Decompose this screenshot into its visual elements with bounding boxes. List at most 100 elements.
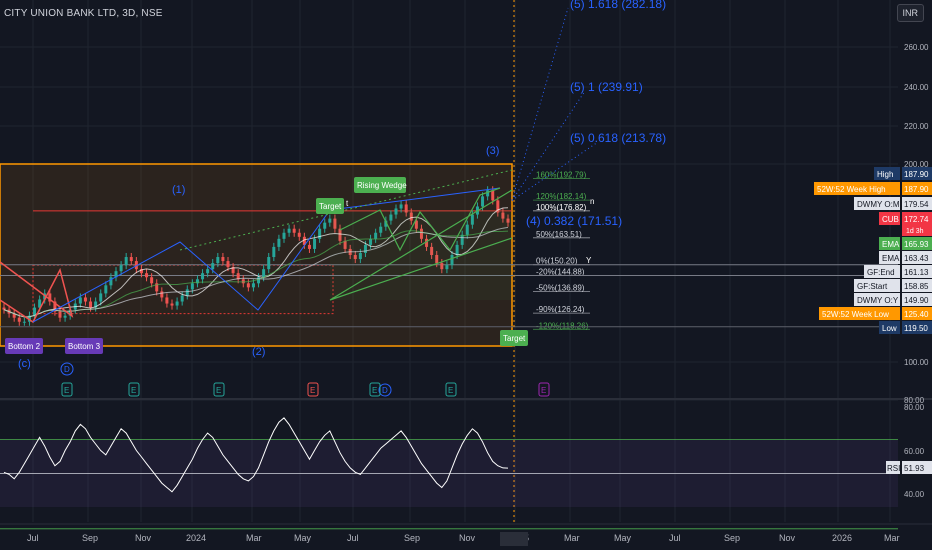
candle-body [99, 293, 103, 302]
candle-body [384, 220, 388, 227]
candle-body [328, 218, 332, 223]
candle-body [430, 246, 434, 255]
candle-body [313, 238, 317, 249]
annotation-badge [65, 338, 103, 354]
annotation-badge [5, 338, 43, 354]
badge-value-bg [902, 167, 932, 180]
candle-body [180, 295, 184, 302]
currency-button[interactable]: INR [896, 4, 924, 22]
candle-body [465, 224, 469, 235]
candle-body [435, 255, 439, 264]
candle-body [226, 261, 230, 268]
candle-body [445, 265, 449, 270]
candle-body [109, 277, 113, 286]
rsi-axis-tick: 60.00 [904, 447, 925, 456]
event-marker-label: E [541, 386, 546, 395]
badge-value: 119.50 [904, 324, 928, 333]
badge-label-bg [819, 307, 900, 320]
price-axis-tick: 240.00 [904, 83, 929, 92]
badge-label: 52W:52 Week High [817, 185, 886, 194]
rsi-badge-label: RSI [887, 464, 900, 473]
candle-body [221, 257, 225, 262]
event-marker [128, 382, 140, 397]
time-axis-tick: May [294, 533, 312, 543]
badge-value-bg [902, 279, 932, 292]
candle-body [175, 301, 179, 306]
fib-level-label: 120%(182.14) [536, 192, 587, 201]
badge-label: EMA [882, 240, 900, 249]
rsi-badge-value-bg [902, 461, 932, 474]
candle-body [307, 244, 311, 249]
candle-body [216, 257, 220, 264]
annotation-label: Target [319, 202, 342, 211]
badge-label: CUB [882, 215, 899, 224]
time-axis-tick: Mar [564, 533, 580, 543]
candle-body [363, 244, 367, 253]
badge-label-bg [814, 182, 900, 195]
candle-body [287, 228, 291, 233]
candle-body [17, 317, 21, 322]
candle-body [262, 269, 266, 278]
time-axis-tick: May [614, 533, 632, 543]
event-marker-label: E [310, 386, 315, 395]
moving-average-line [3, 226, 509, 318]
candle-body [27, 315, 31, 322]
candle-body [369, 238, 373, 245]
rsi-axis-tick: 40.00 [904, 490, 925, 499]
fib-level-label: 100%(176.82) [536, 203, 587, 212]
badge-label-bg [879, 321, 900, 334]
badge-value-bg [902, 307, 932, 320]
price-axis-tick: 220.00 [904, 122, 929, 131]
candle-body [68, 309, 72, 316]
badge-value: 149.90 [904, 296, 929, 305]
candle-body [358, 252, 362, 260]
badge-label-bg [879, 251, 900, 264]
badge-extra-bg [902, 225, 932, 236]
wedge-fill [330, 210, 512, 300]
candle-body [267, 257, 271, 270]
badge-label-bg [879, 237, 900, 250]
candle-body [190, 283, 194, 290]
fib-level-label: -50%(136.89) [536, 284, 585, 293]
rsi-line [3, 417, 509, 493]
candle-body [170, 303, 174, 306]
candle-body [460, 234, 464, 245]
wave-d-circle [378, 383, 392, 397]
badge-value-bg [902, 182, 932, 195]
projection-label: (5) 1 (239.91) [570, 80, 643, 94]
candle-body [409, 212, 413, 221]
extra-letter: n [590, 197, 594, 206]
projection-label: (5) 0.618 (213.78) [570, 131, 666, 145]
candle-body [150, 277, 154, 284]
badge-label: EMA [882, 254, 900, 263]
badge-value-bg [902, 237, 932, 250]
price-axis-tick: 260.00 [904, 43, 929, 52]
event-marker [61, 382, 73, 397]
projection-label: (5) 1.618 (282.18) [570, 0, 666, 11]
candle-body [114, 271, 118, 278]
candle-body [404, 204, 408, 213]
red-zigzag [0, 261, 74, 324]
candle-body [501, 212, 505, 219]
badge-label: GF:End [867, 268, 895, 277]
rising-wedge [329, 187, 513, 301]
rsi-badge-label-bg [886, 461, 900, 474]
price-axis-tick: 80.00 [904, 396, 925, 405]
candle-body [246, 283, 250, 288]
candle-body [481, 196, 485, 207]
candle-body [155, 283, 159, 292]
time-axis-tick: Mar [884, 533, 900, 543]
candle-body [272, 246, 276, 258]
badge-value: 163.43 [904, 254, 929, 263]
fib-level-label: 50%(163.51) [536, 230, 582, 239]
rsi-badge-value: 51.93 [904, 464, 925, 473]
candle-body [63, 315, 67, 318]
candle-body [38, 299, 42, 308]
candle-body [374, 232, 378, 239]
event-marker [307, 382, 319, 397]
candle-body [104, 285, 108, 294]
candle-body [379, 226, 383, 233]
candle-body [455, 244, 459, 255]
candle-body [496, 200, 500, 213]
